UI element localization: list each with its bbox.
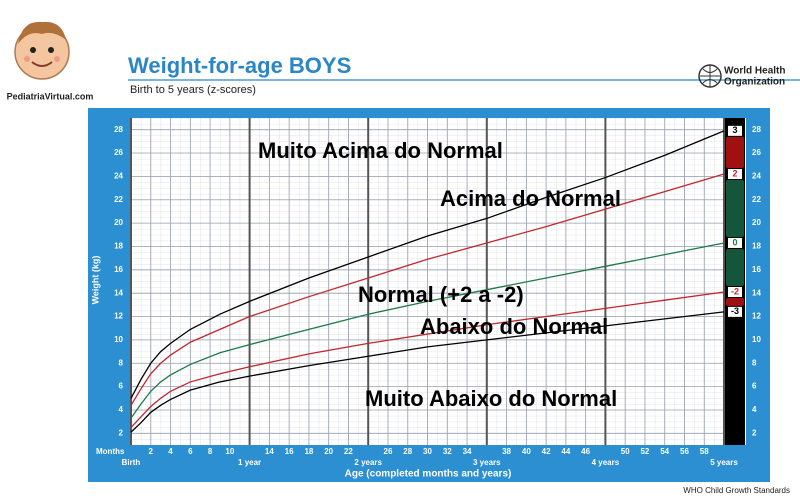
y-tick-label: 4 [752, 405, 757, 414]
series-line [130, 173, 725, 406]
x-tick-label: 18 [304, 447, 313, 456]
x-tick-label: 52 [640, 447, 649, 456]
y-tick-label: 24 [114, 172, 123, 181]
y-tick-label: 14 [114, 288, 123, 297]
z-band [726, 298, 744, 306]
y-tick-label: 12 [114, 312, 123, 321]
y-tick-label: 16 [752, 265, 761, 274]
x-tick-label: 22 [344, 447, 353, 456]
legend-label: -3 [731, 306, 739, 316]
x-tick-label: 32 [443, 447, 452, 456]
x-tick-label: 46 [581, 447, 590, 456]
series-line [130, 311, 725, 433]
y-tick-label: 12 [752, 312, 761, 321]
y-tick-label: 10 [752, 335, 761, 344]
site-name: PediatriaVirtual.com [7, 91, 94, 101]
y-tick-label: 18 [114, 242, 123, 251]
y-tick-label: 6 [119, 382, 124, 391]
who-emblem [698, 64, 722, 88]
x-tick-label: 38 [502, 447, 511, 456]
y-tick-label: 10 [114, 335, 123, 344]
x-tick-label: 26 [384, 447, 393, 456]
annotation: Muito Acima do Normal [258, 138, 503, 163]
x-tick-label: 34 [463, 447, 472, 456]
x-tick-label: 44 [561, 447, 570, 456]
annotation: Abaixo do Normal [420, 314, 608, 339]
legend-swatch [728, 125, 742, 136]
x-unit-label: Months [96, 447, 125, 456]
y-tick-label: 6 [752, 382, 757, 391]
x-tick-label: 28 [403, 447, 412, 456]
x-tick-label: 4 [168, 447, 173, 456]
y-tick-label: 2 [119, 428, 124, 437]
y-tick-label: 22 [752, 195, 761, 204]
x-axis-label: Age (completed months and years) [345, 469, 512, 480]
y-tick-label: 26 [114, 148, 123, 157]
y-tick-label: 28 [114, 125, 123, 134]
legend-label: -2 [731, 286, 739, 296]
x-tick-label: 2 [149, 447, 154, 456]
y-tick-label: 2 [752, 428, 757, 437]
x-tick-label: 16 [285, 447, 294, 456]
y-tick-label: 8 [752, 358, 757, 367]
x-tick-label: 50 [621, 447, 630, 456]
z-band [726, 180, 744, 237]
x-tick-label: 3 years [473, 458, 501, 467]
logo [14, 21, 70, 80]
y-tick-label: 8 [119, 358, 124, 367]
x-tick-label: 2 years [354, 458, 382, 467]
x-tick-label: 5 years [710, 458, 738, 467]
y-tick-label: 24 [752, 172, 761, 181]
series-line [130, 291, 725, 428]
x-tick-label: 4 years [592, 458, 620, 467]
legend-swatch [728, 287, 742, 298]
x-tick-label: 14 [265, 447, 274, 456]
x-tick-label: 30 [423, 447, 432, 456]
x-tick-label: 20 [324, 447, 333, 456]
x-tick-label: 42 [542, 447, 551, 456]
legend-swatch [728, 306, 742, 317]
y-tick-label: 26 [752, 148, 761, 157]
y-tick-label: 18 [752, 242, 761, 251]
x-tick-label: 10 [225, 447, 234, 456]
legend-label: 2 [732, 168, 737, 178]
x-tick-label: 6 [188, 447, 193, 456]
org-name: Organization [724, 77, 785, 88]
y-tick-label: 20 [752, 218, 761, 227]
legend-swatch [728, 237, 742, 248]
y-tick-label: 4 [119, 405, 124, 414]
y-tick-label: 22 [114, 195, 123, 204]
x-tick-label: 1 year [238, 458, 261, 467]
x-tick-label: 8 [208, 447, 213, 456]
legend-swatch [728, 169, 742, 180]
x-tick-label: 56 [680, 447, 689, 456]
chart-subtitle: Birth to 5 years (z-scores) [130, 84, 256, 96]
y-axis-label: Weight (kg) [90, 256, 100, 305]
x-tick-label: 40 [522, 447, 531, 456]
y-tick-label: 14 [752, 288, 761, 297]
legend-label: 3 [732, 125, 737, 135]
y-tick-label: 16 [114, 265, 123, 274]
y-tick-label: 20 [114, 218, 123, 227]
x-tick-label: Birth [122, 458, 141, 467]
org-name: World Health [724, 66, 785, 77]
chart-title: Weight-for-age BOYS [128, 53, 351, 78]
x-tick-label: 54 [660, 447, 669, 456]
series-line [130, 242, 725, 419]
y-tick-label: 28 [752, 125, 761, 134]
annotation: Normal (+2 a -2) [358, 282, 524, 307]
annotation: Acima do Normal [440, 186, 621, 211]
footer: WHO Child Growth Standards [683, 486, 790, 495]
z-band [726, 136, 744, 169]
annotation: Muito Abaixo do Normal [365, 386, 617, 411]
series-line [130, 130, 725, 399]
x-tick-label: 58 [700, 447, 709, 456]
legend-label: 0 [732, 237, 737, 247]
z-band [726, 248, 744, 287]
